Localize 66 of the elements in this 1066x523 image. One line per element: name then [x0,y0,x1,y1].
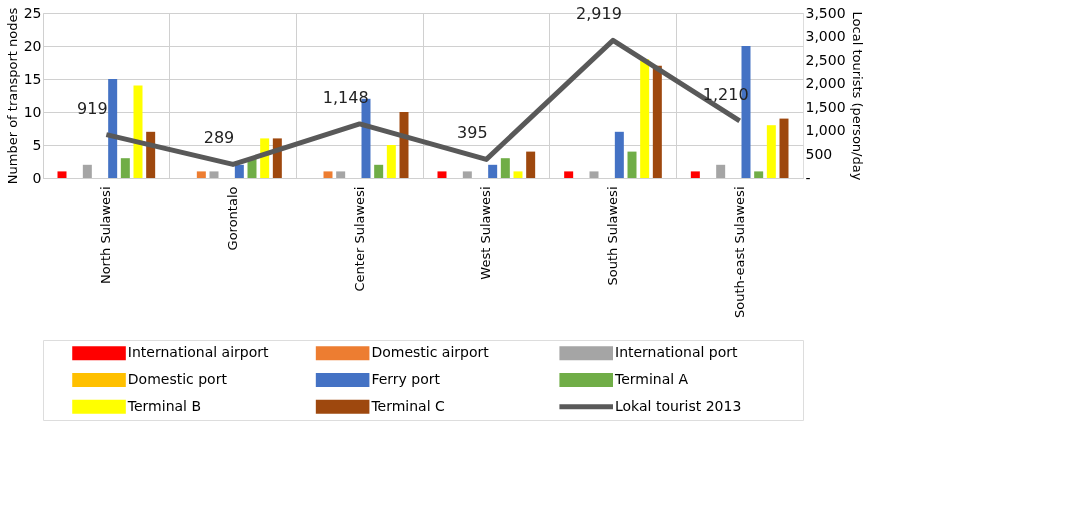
bar [57,171,67,178]
bar [209,171,219,178]
legend-label: Terminal B [126,397,202,414]
data-label: 1,148 [322,87,369,107]
bar [754,171,764,178]
bar [82,164,92,178]
bar [108,79,118,178]
bar [437,171,447,178]
y2-tick-label: 1,000 [805,122,846,139]
legend-label: Terminal C [370,397,446,414]
x-tick-label: Center Sulawesi [351,186,367,292]
x-tick-label: South-east Sulawesi [731,186,747,319]
y-tick-label: 25 [23,4,42,21]
bar [323,171,333,178]
y2-tick-label: 2,500 [805,51,846,68]
legend-label: Lokal tourist 2013 [615,397,742,414]
y2-tick-label: 2,000 [805,75,846,92]
y2-tick-label: 3,500 [805,4,846,21]
legend-label: International airport [127,344,270,361]
bar [462,171,472,178]
bar [386,145,396,178]
bar [627,151,637,178]
x-tick-label: West Sulawesi [478,186,494,280]
x-tick-label: Gorontalo [225,186,240,251]
bar [133,85,143,178]
legend-label: Domestic port [127,371,228,387]
bar [652,65,662,178]
y-tick-label: 10 [23,103,42,120]
data-label: 919 [77,98,108,118]
legend-label: International port [615,344,739,361]
y-tick-label: 20 [23,37,42,54]
legend-label: Ferry port [371,371,441,387]
bar [614,131,624,178]
legend-label: Domestic airport [371,344,490,361]
bar [374,164,384,178]
bar [196,171,206,178]
data-label: 2,919 [576,4,622,24]
bar [779,118,789,178]
y2-tick-label: - [805,169,811,186]
y-tick-label: 15 [23,70,42,87]
y2-tick-label: 1,500 [805,98,846,115]
bar [640,59,650,178]
y-axis-title: Number of transport nodes [4,7,20,185]
y2-axis-title: Local tourists (person/day [849,11,865,181]
bar [513,171,523,178]
x-tick-label: South Sulawesi [605,186,620,286]
bar [500,158,510,178]
bar [399,112,409,178]
y2-tick-label: 3,000 [805,28,846,45]
bar [234,164,244,178]
data-label: 395 [457,123,488,143]
legend-label: Terminal A [614,371,689,387]
bar [526,151,536,178]
y2-tick-label: 500 [805,145,833,162]
bar [488,164,498,178]
bar [766,125,776,178]
bar [336,171,346,178]
bar [589,171,599,178]
bar [690,171,700,178]
x-tick-label: North Sulawesi [98,186,114,285]
y-tick-label: 5 [32,136,42,153]
y-tick-label: 0 [32,169,42,186]
bar [120,158,130,178]
data-label: 289 [203,128,235,148]
bar [564,171,574,178]
bar [716,164,726,178]
